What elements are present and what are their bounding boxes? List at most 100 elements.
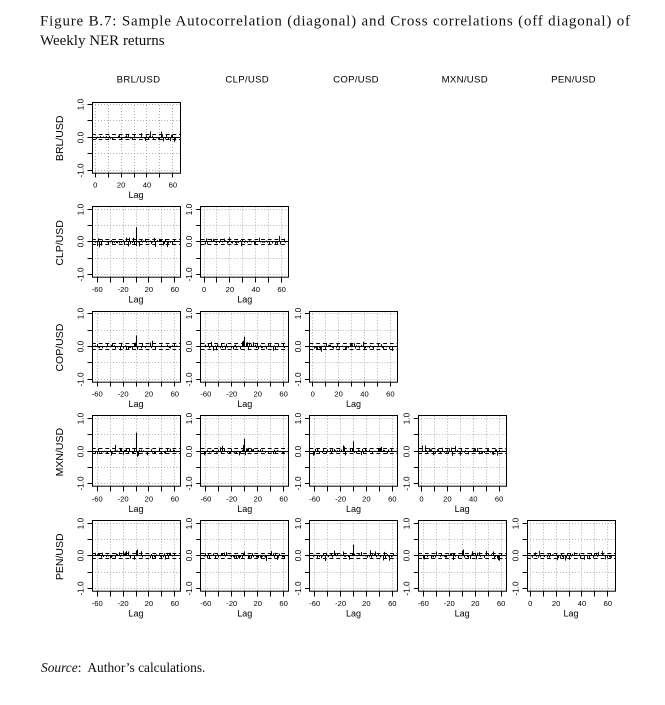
svg-text:20: 20 [145,285,153,294]
svg-text:20: 20 [443,494,451,503]
svg-text:-1.0: -1.0 [76,372,85,387]
svg-text:1.0: 1.0 [511,517,520,529]
svg-text:-1.0: -1.0 [76,163,85,178]
svg-text:Lag: Lag [455,608,470,618]
svg-text:40: 40 [578,599,586,608]
svg-text:1.0: 1.0 [185,412,194,424]
svg-text:40: 40 [143,181,151,190]
svg-text:-60: -60 [92,390,103,399]
svg-text:0.0: 0.0 [294,549,303,561]
svg-text:40: 40 [251,285,259,294]
svg-text:1.0: 1.0 [294,307,303,319]
svg-text:-20: -20 [118,599,129,608]
svg-text:Lag: Lag [128,504,143,514]
svg-text:-60: -60 [309,599,320,608]
svg-text:BRL/USD: BRL/USD [117,75,161,86]
svg-text:Lag: Lag [128,608,143,618]
svg-text:60: 60 [277,285,285,294]
svg-text:60: 60 [495,494,503,503]
svg-text:1.0: 1.0 [76,203,85,215]
svg-text:0.0: 0.0 [185,340,194,352]
svg-text:Lag: Lag [237,504,252,514]
svg-text:60: 60 [171,599,179,608]
svg-text:0.0: 0.0 [294,340,303,352]
svg-text:60: 60 [171,390,179,399]
svg-text:0: 0 [311,390,315,399]
svg-text:-60: -60 [200,494,211,503]
svg-text:-1.0: -1.0 [403,581,412,596]
svg-text:Lag: Lag [237,608,252,618]
svg-text:1.0: 1.0 [76,307,85,319]
svg-text:0.0: 0.0 [185,549,194,561]
svg-text:Lag: Lag [346,399,361,409]
svg-text:0: 0 [93,181,97,190]
svg-text:-1.0: -1.0 [294,581,303,596]
svg-text:0.0: 0.0 [76,445,85,457]
svg-text:-60: -60 [200,599,211,608]
svg-text:Lag: Lag [128,295,143,305]
svg-text:60: 60 [388,494,396,503]
svg-text:0.0: 0.0 [76,235,85,247]
svg-text:20: 20 [362,599,370,608]
svg-text:PEN/USD: PEN/USD [54,533,66,580]
svg-text:MXN/USD: MXN/USD [54,427,66,476]
svg-text:1.0: 1.0 [403,517,412,529]
svg-text:-20: -20 [118,285,129,294]
svg-text:60: 60 [497,599,505,608]
svg-text:-20: -20 [118,390,129,399]
svg-text:-60: -60 [92,494,103,503]
svg-text:20: 20 [253,390,261,399]
svg-text:-1.0: -1.0 [294,372,303,387]
svg-text:CLP/USD: CLP/USD [225,75,269,86]
svg-text:20: 20 [471,599,479,608]
svg-text:20: 20 [334,390,342,399]
svg-text:1.0: 1.0 [294,517,303,529]
svg-text:CLP/USD: CLP/USD [54,220,66,266]
svg-text:Source: Author’s calculations: Source: Author’s calculations. [41,660,205,675]
svg-text:-20: -20 [118,494,129,503]
svg-text:COP/USD: COP/USD [54,323,66,371]
svg-text:-1.0: -1.0 [185,372,194,387]
svg-text:1.0: 1.0 [294,412,303,424]
svg-text:0.0: 0.0 [185,235,194,247]
svg-text:0.0: 0.0 [294,445,303,457]
svg-text:-20: -20 [226,599,237,608]
svg-text:20: 20 [253,599,261,608]
svg-text:20: 20 [145,599,153,608]
svg-text:-60: -60 [418,599,429,608]
svg-text:-1.0: -1.0 [185,581,194,596]
svg-text:Lag: Lag [128,190,143,200]
svg-text:0: 0 [528,599,532,608]
svg-text:COP/USD: COP/USD [333,75,379,86]
svg-text:0.0: 0.0 [511,549,520,561]
svg-text:1.0: 1.0 [185,307,194,319]
svg-text:60: 60 [386,390,394,399]
svg-text:-1.0: -1.0 [76,267,85,282]
svg-text:60: 60 [604,599,612,608]
svg-text:Lag: Lag [128,399,143,409]
svg-text:-1.0: -1.0 [511,581,520,596]
svg-text:Lag: Lag [455,504,470,514]
svg-text:1.0: 1.0 [185,517,194,529]
svg-text:Weekly NER returns: Weekly NER returns [40,33,165,49]
svg-text:20: 20 [145,494,153,503]
svg-text:-20: -20 [335,494,346,503]
svg-text:Lag: Lag [237,399,252,409]
svg-text:-20: -20 [444,599,455,608]
svg-text:-60: -60 [92,599,103,608]
svg-text:-1.0: -1.0 [76,581,85,596]
svg-text:60: 60 [279,494,287,503]
svg-text:20: 20 [552,599,560,608]
svg-text:Lag: Lag [346,504,361,514]
svg-text:60: 60 [171,285,179,294]
svg-text:-20: -20 [226,494,237,503]
svg-text:60: 60 [388,599,396,608]
svg-text:20: 20 [145,390,153,399]
svg-text:Lag: Lag [563,608,578,618]
svg-text:-60: -60 [309,494,320,503]
svg-text:1.0: 1.0 [76,98,85,110]
svg-text:20: 20 [362,494,370,503]
svg-text:20: 20 [226,285,234,294]
svg-text:60: 60 [169,181,177,190]
svg-text:-1.0: -1.0 [294,476,303,491]
